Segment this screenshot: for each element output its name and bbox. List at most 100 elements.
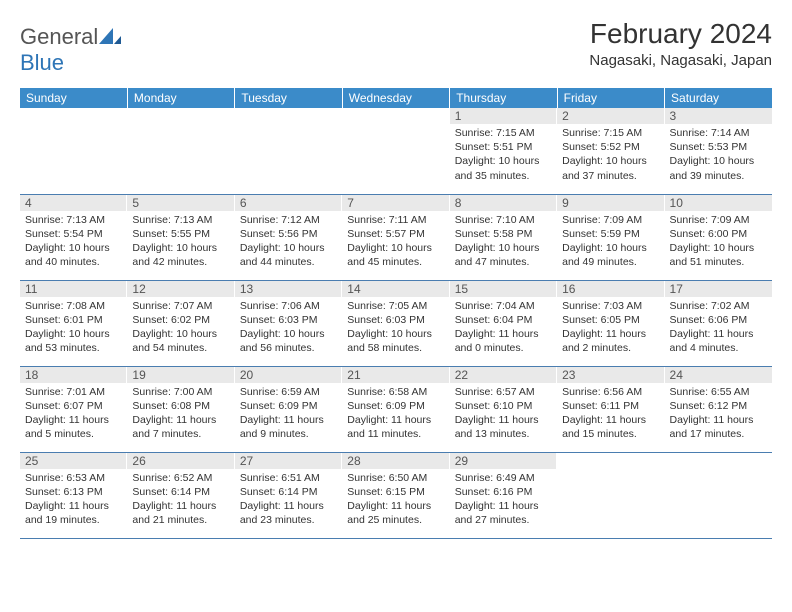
day-number: 24 (665, 367, 772, 383)
day-detail: Sunrise: 6:58 AMSunset: 6:09 PMDaylight:… (342, 383, 449, 446)
sunrise-line: Sunrise: 7:15 AM (562, 127, 642, 139)
day-number: 18 (20, 367, 127, 383)
day-detail: Sunrise: 7:09 AMSunset: 6:00 PMDaylight:… (665, 211, 772, 274)
daylight-line: Daylight: 10 hours and 35 minutes. (455, 155, 540, 181)
sunrise-line: Sunrise: 6:56 AM (562, 386, 642, 398)
sunset-line: Sunset: 6:09 PM (240, 400, 318, 412)
day-number: 3 (665, 108, 772, 124)
calendar-day-empty (235, 108, 342, 194)
daylight-line: Daylight: 11 hours and 21 minutes. (132, 500, 216, 526)
brand-logo: GeneralBlue (20, 24, 121, 76)
sunrise-line: Sunrise: 7:12 AM (240, 214, 320, 226)
calendar-day: 8Sunrise: 7:10 AMSunset: 5:58 PMDaylight… (450, 194, 557, 280)
brand-text: GeneralBlue (20, 24, 121, 76)
sunset-line: Sunset: 6:01 PM (25, 314, 103, 326)
day-number: 27 (235, 453, 342, 469)
day-detail: Sunrise: 6:49 AMSunset: 6:16 PMDaylight:… (450, 469, 557, 532)
day-number: 12 (127, 281, 234, 297)
sunset-line: Sunset: 5:59 PM (562, 228, 640, 240)
day-detail: Sunrise: 7:13 AMSunset: 5:54 PMDaylight:… (20, 211, 127, 274)
sunrise-line: Sunrise: 7:05 AM (347, 300, 427, 312)
calendar-day-empty (342, 108, 449, 194)
calendar-day: 3Sunrise: 7:14 AMSunset: 5:53 PMDaylight… (665, 108, 772, 194)
day-number: 5 (127, 195, 234, 211)
daylight-line: Daylight: 11 hours and 11 minutes. (347, 414, 431, 440)
daylight-line: Daylight: 10 hours and 45 minutes. (347, 242, 432, 268)
sunrise-line: Sunrise: 7:02 AM (670, 300, 750, 312)
daylight-line: Daylight: 11 hours and 15 minutes. (562, 414, 646, 440)
day-header: Saturday (665, 88, 772, 108)
day-detail: Sunrise: 6:59 AMSunset: 6:09 PMDaylight:… (235, 383, 342, 446)
brand-first: General (20, 24, 98, 49)
sunset-line: Sunset: 6:05 PM (562, 314, 640, 326)
calendar-day: 20Sunrise: 6:59 AMSunset: 6:09 PMDayligh… (235, 366, 342, 452)
daylight-line: Daylight: 10 hours and 51 minutes. (670, 242, 755, 268)
day-detail: Sunrise: 7:00 AMSunset: 6:08 PMDaylight:… (127, 383, 234, 446)
calendar-day: 14Sunrise: 7:05 AMSunset: 6:03 PMDayligh… (342, 280, 449, 366)
daylight-line: Daylight: 11 hours and 5 minutes. (25, 414, 109, 440)
sunrise-line: Sunrise: 6:55 AM (670, 386, 750, 398)
calendar-week: 11Sunrise: 7:08 AMSunset: 6:01 PMDayligh… (20, 280, 772, 366)
daylight-line: Daylight: 10 hours and 58 minutes. (347, 328, 432, 354)
day-header: Wednesday (342, 88, 449, 108)
calendar-day-empty (127, 108, 234, 194)
day-number: 1 (450, 108, 557, 124)
daylight-line: Daylight: 11 hours and 23 minutes. (240, 500, 324, 526)
location: Nagasaki, Nagasaki, Japan (589, 52, 772, 69)
sunset-line: Sunset: 6:06 PM (670, 314, 748, 326)
calendar-header-row: SundayMondayTuesdayWednesdayThursdayFrid… (20, 88, 772, 108)
day-detail: Sunrise: 7:08 AMSunset: 6:01 PMDaylight:… (20, 297, 127, 360)
sunset-line: Sunset: 6:14 PM (240, 486, 318, 498)
daylight-line: Daylight: 11 hours and 9 minutes. (240, 414, 324, 440)
daylight-line: Daylight: 11 hours and 2 minutes. (562, 328, 646, 354)
calendar-day: 12Sunrise: 7:07 AMSunset: 6:02 PMDayligh… (127, 280, 234, 366)
sunset-line: Sunset: 5:52 PM (562, 141, 640, 153)
day-detail: Sunrise: 6:56 AMSunset: 6:11 PMDaylight:… (557, 383, 664, 446)
day-detail: Sunrise: 7:12 AMSunset: 5:56 PMDaylight:… (235, 211, 342, 274)
sunrise-line: Sunrise: 6:49 AM (455, 472, 535, 484)
sunset-line: Sunset: 5:57 PM (347, 228, 425, 240)
sunrise-line: Sunrise: 7:15 AM (455, 127, 535, 139)
calendar-day-empty (665, 452, 772, 538)
calendar-day: 13Sunrise: 7:06 AMSunset: 6:03 PMDayligh… (235, 280, 342, 366)
daylight-line: Daylight: 10 hours and 44 minutes. (240, 242, 325, 268)
sunrise-line: Sunrise: 7:06 AM (240, 300, 320, 312)
day-number: 28 (342, 453, 449, 469)
calendar-day: 10Sunrise: 7:09 AMSunset: 6:00 PMDayligh… (665, 194, 772, 280)
day-number: 15 (450, 281, 557, 297)
calendar-day: 25Sunrise: 6:53 AMSunset: 6:13 PMDayligh… (20, 452, 127, 538)
calendar-day: 7Sunrise: 7:11 AMSunset: 5:57 PMDaylight… (342, 194, 449, 280)
daylight-line: Daylight: 10 hours and 37 minutes. (562, 155, 647, 181)
day-detail: Sunrise: 7:07 AMSunset: 6:02 PMDaylight:… (127, 297, 234, 360)
day-detail: Sunrise: 7:11 AMSunset: 5:57 PMDaylight:… (342, 211, 449, 274)
sunset-line: Sunset: 6:07 PM (25, 400, 103, 412)
day-number: 17 (665, 281, 772, 297)
day-detail: Sunrise: 7:05 AMSunset: 6:03 PMDaylight:… (342, 297, 449, 360)
day-number: 23 (557, 367, 664, 383)
day-number: 10 (665, 195, 772, 211)
day-number: 11 (20, 281, 127, 297)
calendar-day: 1Sunrise: 7:15 AMSunset: 5:51 PMDaylight… (450, 108, 557, 194)
day-number: 21 (342, 367, 449, 383)
calendar-week: 25Sunrise: 6:53 AMSunset: 6:13 PMDayligh… (20, 452, 772, 538)
day-number: 4 (20, 195, 127, 211)
day-number: 29 (450, 453, 557, 469)
sunrise-line: Sunrise: 7:13 AM (25, 214, 105, 226)
daylight-line: Daylight: 10 hours and 47 minutes. (455, 242, 540, 268)
day-detail: Sunrise: 7:03 AMSunset: 6:05 PMDaylight:… (557, 297, 664, 360)
sunrise-line: Sunrise: 6:57 AM (455, 386, 535, 398)
calendar-week: 4Sunrise: 7:13 AMSunset: 5:54 PMDaylight… (20, 194, 772, 280)
daylight-line: Daylight: 10 hours and 56 minutes. (240, 328, 325, 354)
calendar-day: 29Sunrise: 6:49 AMSunset: 6:16 PMDayligh… (450, 452, 557, 538)
calendar-day: 4Sunrise: 7:13 AMSunset: 5:54 PMDaylight… (20, 194, 127, 280)
calendar-day: 5Sunrise: 7:13 AMSunset: 5:55 PMDaylight… (127, 194, 234, 280)
sunset-line: Sunset: 6:08 PM (132, 400, 210, 412)
sunrise-line: Sunrise: 6:50 AM (347, 472, 427, 484)
day-detail: Sunrise: 7:15 AM Sunset: 5:52 PM Daylight:… (557, 124, 664, 187)
day-number: 16 (557, 281, 664, 297)
sunset-line: Sunset: 6:02 PM (132, 314, 210, 326)
sunset-line: Sunset: 6:13 PM (25, 486, 103, 498)
calendar-body: 1Sunrise: 7:15 AMSunset: 5:51 PMDaylight… (20, 108, 772, 538)
calendar-day: 17Sunrise: 7:02 AMSunset: 6:06 PMDayligh… (665, 280, 772, 366)
calendar-day: 15Sunrise: 7:04 AMSunset: 6:04 PMDayligh… (450, 280, 557, 366)
